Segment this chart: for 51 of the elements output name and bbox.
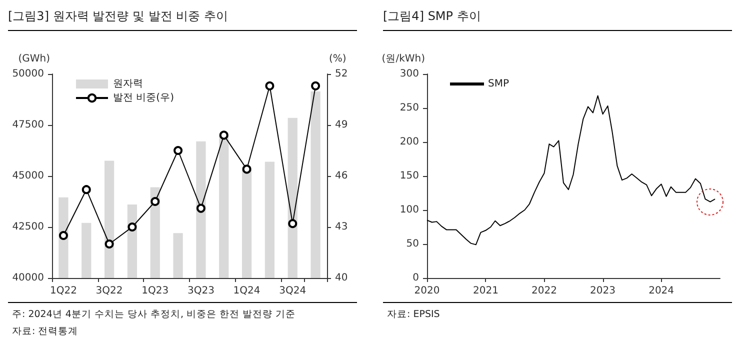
point: [150, 197, 160, 206]
y-tick-label: 50000: [12, 68, 44, 80]
y-axis-title: (원/kWh): [382, 54, 426, 64]
point: [82, 185, 91, 194]
x-tick-label: 2022: [532, 286, 557, 296]
y2-tick-label: 49: [335, 120, 348, 130]
y-tick-label: 0: [412, 272, 419, 284]
point: [311, 81, 320, 90]
text: 주: 2024년 4분기 수치는 당사 추정치, 비중은 한전 발전량 기준: [12, 308, 296, 322]
y-tick-label: 100: [400, 204, 419, 216]
y2-tick-label: 46: [335, 170, 348, 182]
y2-tick-label: 40: [335, 272, 348, 284]
point: [288, 219, 298, 228]
y-tick-label: 200: [400, 136, 419, 148]
point: [104, 240, 114, 248]
y-tick-label: 300: [400, 68, 419, 80]
y-tick-label: 50: [406, 238, 419, 250]
legend-label: 원자력: [113, 78, 143, 90]
y-axis-title: (GWh): [18, 54, 50, 64]
y-tick-label: 250: [400, 102, 419, 114]
point: [128, 222, 137, 232]
x-tick-label: 2020: [414, 286, 440, 296]
y2-tick-label: 52: [335, 68, 348, 80]
legend-label: SMP: [488, 78, 510, 90]
x-tick-label: 2023: [590, 286, 616, 296]
point: [174, 146, 183, 155]
y-tick-label: 47500: [12, 120, 44, 130]
y2-tick-label: 43: [335, 222, 348, 232]
text: 자료: 전력통계: [12, 325, 80, 339]
chart-title: [그림3] 원자력 발전량 및 발전 비중 추이: [8, 8, 228, 25]
x-tick-label: 1Q22: [50, 286, 77, 296]
legend-label: 발전 비중(우): [113, 92, 174, 104]
point: [219, 130, 228, 140]
x-tick-label: 1Q24: [233, 286, 260, 296]
x-tick-label: 2024: [648, 286, 674, 296]
x-tick-label: 1Q23: [142, 286, 169, 296]
chart-title: [그림4] SMP 추이: [383, 8, 481, 25]
y2-axis-title: (%): [329, 54, 346, 64]
y-tick-label: 45000: [12, 170, 44, 182]
point: [242, 164, 252, 174]
point: [265, 81, 274, 90]
point: [196, 204, 206, 213]
text: 자료: EPSIS: [387, 308, 440, 322]
y-tick-label: 40000: [12, 272, 44, 284]
y-tick-label: 42500: [12, 222, 44, 232]
x-tick-label: 3Q22: [96, 286, 123, 296]
y-tick-label: 150: [400, 170, 419, 182]
x-tick-label: 3Q23: [187, 286, 214, 296]
x-tick-label: 2021: [472, 286, 498, 296]
x-tick-label: 3Q24: [279, 286, 306, 296]
point: [58, 231, 68, 240]
